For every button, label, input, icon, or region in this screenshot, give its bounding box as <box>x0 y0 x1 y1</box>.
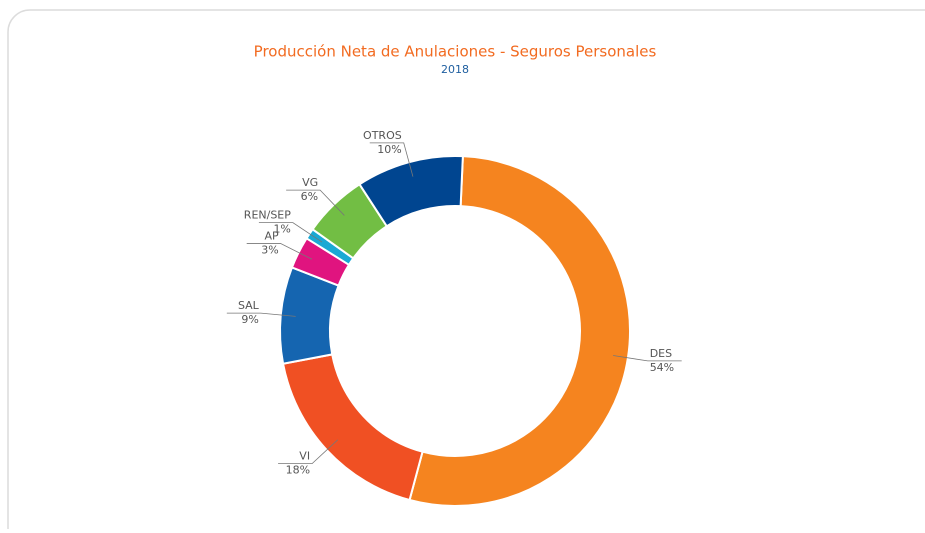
slice-label: AP <box>265 230 280 243</box>
card <box>7 9 925 533</box>
donut-slice <box>358 155 464 228</box>
leader-line <box>286 189 345 216</box>
slice-value: 1% <box>273 223 290 236</box>
chart-title: Producción Neta de Anulaciones - Seguros… <box>254 43 657 61</box>
leader-line <box>278 439 339 465</box>
slice-value: 18% <box>286 464 310 477</box>
slice-label: VI <box>299 450 310 463</box>
leader-line <box>369 142 414 177</box>
slice-value: 10% <box>377 143 401 156</box>
slice-label: REN/SEP <box>244 209 291 222</box>
slice-value: 6% <box>301 190 318 203</box>
slice-label: VG <box>302 176 318 189</box>
slice-value: 54% <box>650 361 674 374</box>
slice-value: 3% <box>261 244 278 257</box>
chart-subtitle: 2018 <box>441 63 469 76</box>
slice-label: OTROS <box>363 129 402 142</box>
leader-line <box>258 222 323 243</box>
leader-line <box>613 355 682 362</box>
slice-label: SAL <box>238 299 260 312</box>
donut-slice <box>408 155 631 507</box>
leader-line <box>246 243 313 260</box>
slice-value: 9% <box>241 313 258 326</box>
slice-label: DES <box>650 347 672 360</box>
leader-line <box>226 312 296 317</box>
